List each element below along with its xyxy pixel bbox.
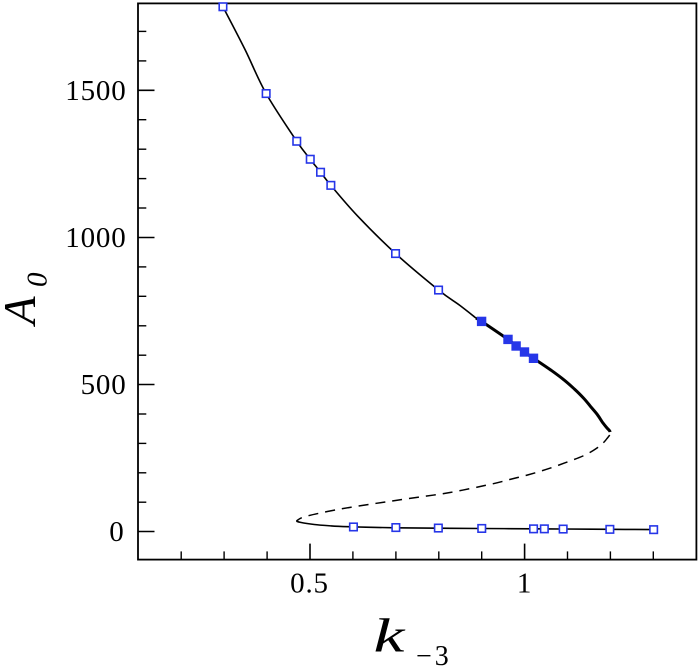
svg-text:0: 0 — [109, 516, 124, 548]
svg-text:k: k — [374, 609, 407, 662]
svg-text:1500: 1500 — [65, 75, 126, 107]
svg-text:A: A — [0, 296, 45, 328]
svg-text:1: 1 — [517, 567, 532, 599]
svg-text:−3: −3 — [416, 641, 449, 667]
svg-text:0.5: 0.5 — [290, 567, 329, 599]
svg-text:0: 0 — [22, 272, 54, 287]
svg-text:500: 500 — [81, 369, 127, 401]
svg-text:1000: 1000 — [65, 222, 126, 254]
